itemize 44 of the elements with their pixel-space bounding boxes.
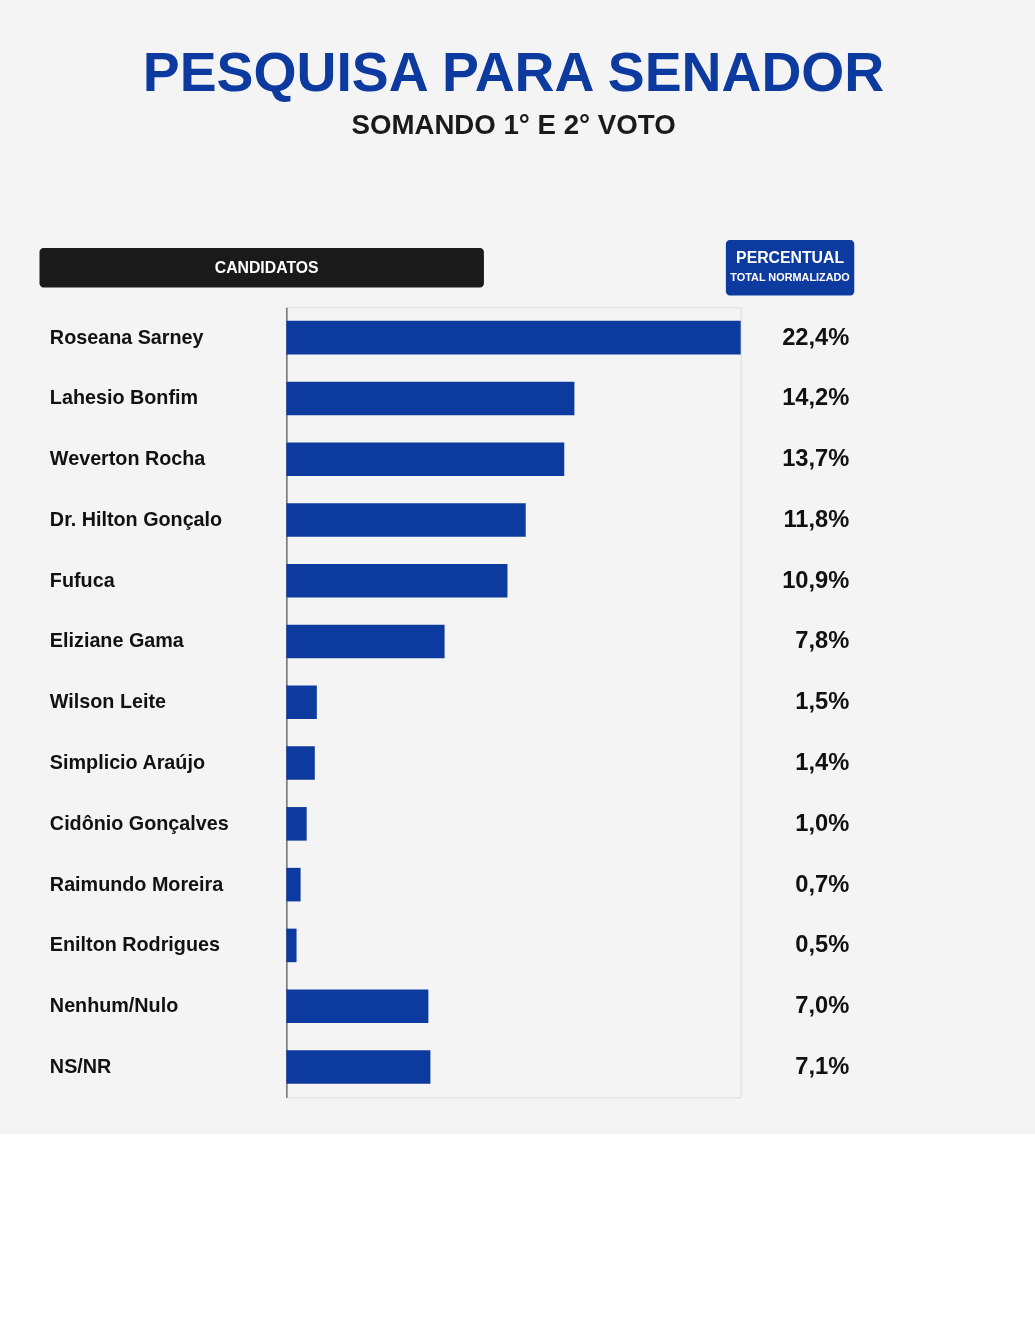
bar	[286, 989, 429, 1023]
y-tick-label: Nenhum/Nulo	[49, 994, 179, 1017]
y-tick-label: NS/NR	[49, 1054, 112, 1077]
y-tick-label: Raimundo Moreira	[49, 872, 225, 895]
y-tick-label: Simplicio Araújo	[49, 751, 205, 773]
y-tick-label: Lahesio Bonfim	[49, 386, 199, 409]
y-tick-label: Weverton Rocha	[49, 447, 207, 470]
data-label: 13,7%	[782, 445, 850, 472]
text: CANDIDATOS	[214, 258, 319, 276]
y-tick-label: Enilton Rodrigues	[49, 933, 220, 956]
text: TOTAL NORMALIZADO	[730, 270, 850, 283]
bar	[286, 685, 317, 720]
y-tick-label: Roseana Sarney	[49, 325, 204, 348]
bar	[286, 928, 297, 963]
bar	[286, 807, 307, 841]
y-tick-label: Cidônio Gonçalves	[49, 811, 229, 834]
bar	[286, 624, 445, 659]
y-tick-label: Dr. Hilton Gonçalo	[49, 507, 223, 530]
bar	[286, 503, 526, 537]
data-label: 0,5%	[795, 931, 850, 958]
data-label: 10,9%	[782, 566, 850, 593]
data-label: 7,0%	[795, 992, 850, 1019]
data-label: 7,1%	[795, 1052, 850, 1079]
data-label: 1,5%	[795, 688, 850, 715]
y-tick-label: Wilson Leite	[49, 690, 167, 713]
y-tick-label: Fufuca	[49, 568, 116, 591]
data-label: 1,4%	[795, 748, 850, 775]
data-label: 11,8%	[783, 505, 850, 532]
bar	[286, 746, 315, 780]
data-label: 0,7%	[795, 870, 850, 897]
y-tick-label: Eliziane Gama	[49, 629, 185, 652]
data-label: 1,0%	[795, 809, 850, 836]
chart-subtitle: SOMANDO 1° E 2° VOTO	[351, 109, 676, 141]
text: PERCENTUAL	[736, 248, 845, 266]
bar	[286, 442, 565, 476]
bar	[286, 320, 741, 355]
chart-title: PESQUISA PARA SENADOR	[142, 40, 885, 103]
bar	[286, 563, 508, 598]
bar	[286, 867, 301, 902]
data-label: 7,8%	[795, 627, 850, 654]
data-label: 22,4%	[782, 323, 850, 350]
data-label: 14,2%	[782, 384, 850, 411]
bar	[286, 1050, 431, 1084]
bar	[286, 381, 575, 416]
